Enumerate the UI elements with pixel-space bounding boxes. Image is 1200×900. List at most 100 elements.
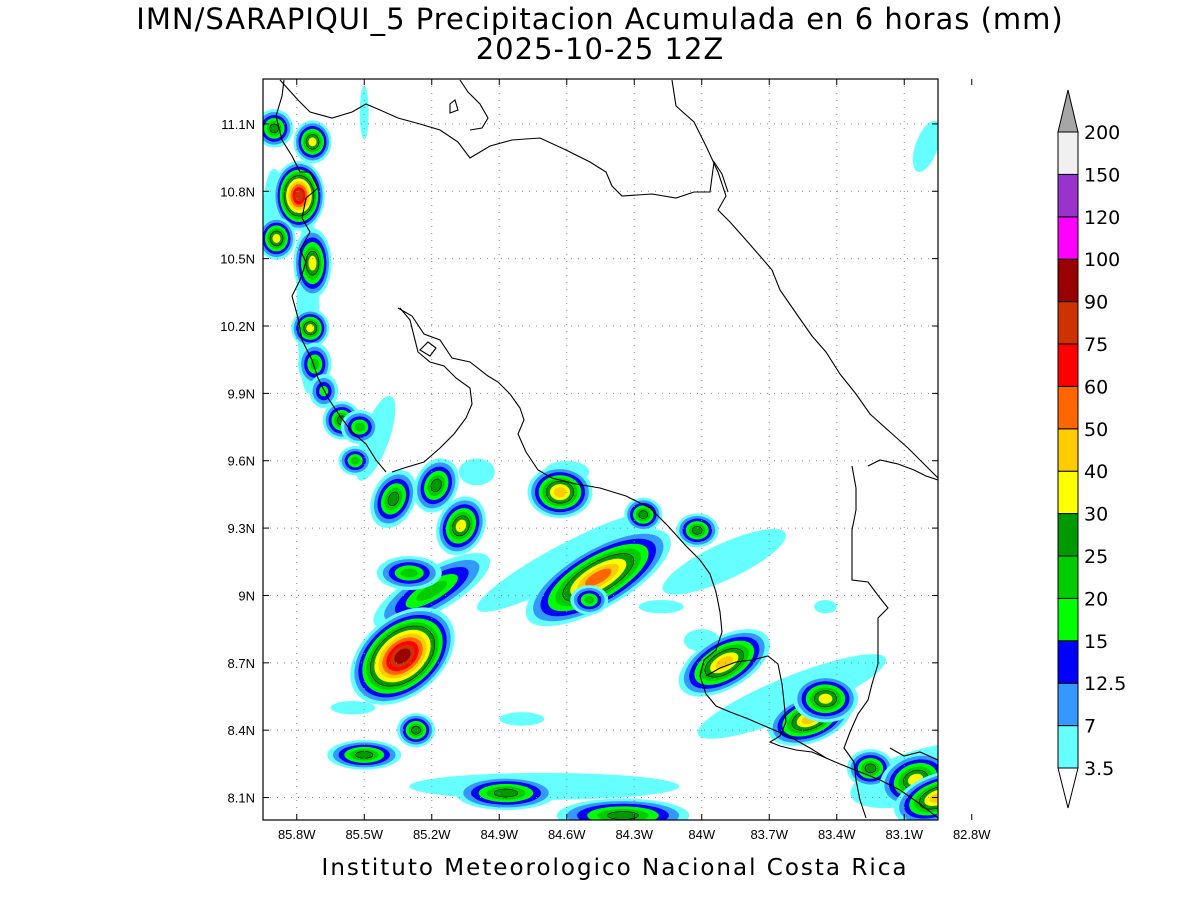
- x-tick-label: 83.4W: [818, 827, 856, 842]
- colorbar-label: 200: [1084, 122, 1120, 144]
- precip-cell: [350, 607, 455, 705]
- caribbean-coast: [671, 79, 938, 479]
- x-tick-label: 85.5W: [345, 827, 383, 842]
- y-tick-label: 9.3N: [228, 521, 255, 536]
- gulf-inner-coast: [397, 307, 938, 819]
- colorbar-max-arrow: [1057, 89, 1079, 133]
- precip-cell: [293, 228, 332, 299]
- y-tick-label: 8.7N: [228, 656, 255, 671]
- colorbar-label: 7: [1084, 716, 1096, 738]
- precip-cell: [436, 496, 486, 556]
- x-tick-label: 82.8W: [953, 827, 991, 842]
- colorbar-segment: [1057, 343, 1079, 387]
- colorbar-segment: [1057, 258, 1079, 303]
- colorbar-label: 20: [1084, 588, 1108, 610]
- footer-credit: Instituto Meteorologico Nacional Costa R…: [321, 855, 909, 881]
- y-tick-label: 11.1N: [221, 117, 255, 132]
- precip-cell: [397, 713, 435, 748]
- y-tick-label: 9.6N: [228, 454, 255, 469]
- precip-cell: [570, 585, 609, 615]
- y-tick-label: 9.9N: [228, 386, 255, 401]
- colorbar-label: 50: [1084, 419, 1108, 441]
- x-tick-label: 84.9W: [480, 827, 518, 842]
- panama-coast: [867, 459, 938, 481]
- precip-band-light: [662, 528, 786, 595]
- precip-cell: [793, 675, 858, 723]
- precip-cell: [327, 740, 402, 770]
- precip-cell: [291, 309, 330, 348]
- colorbar-segment: [1057, 555, 1079, 599]
- precip-cell: [847, 749, 894, 788]
- lake-arenal: [419, 341, 437, 357]
- colorbar-segment: [1057, 597, 1079, 642]
- precip-band-light: [814, 599, 837, 614]
- colorbar-segment: [1057, 682, 1079, 727]
- colorbar-label: 12.5: [1084, 673, 1126, 695]
- x-tick-label: 85.2W: [413, 827, 451, 842]
- colorbar-label: 25: [1084, 546, 1108, 568]
- precip-band-light: [961, 113, 984, 135]
- colorbar-label: 90: [1084, 292, 1108, 314]
- colorbar-segment: [1057, 301, 1079, 345]
- nicoya-and-pacific-coast: [275, 79, 387, 473]
- y-tick-label: 8.1N: [228, 791, 255, 806]
- colorbar-segment: [1057, 428, 1079, 472]
- precip-cell: [263, 216, 296, 260]
- nicaragua-coast-north: [279, 79, 729, 199]
- precip-cell: [556, 798, 690, 820]
- x-tick-label: 83.7W: [750, 827, 788, 842]
- precip-cell: [527, 466, 593, 519]
- precip-band-light: [458, 458, 495, 486]
- colorbar-label: 100: [1084, 249, 1120, 271]
- gulf-of-nicoya: [391, 307, 473, 473]
- colorbar-label: 30: [1084, 504, 1108, 526]
- y-tick-label: 10.2N: [220, 319, 255, 334]
- precip-cell: [413, 458, 459, 513]
- precip-cell: [263, 109, 294, 148]
- precip-cell: [273, 160, 325, 231]
- x-tick-label: 83.1W: [885, 827, 923, 842]
- colorbar-segment: [1057, 131, 1079, 175]
- colorbar-min-arrow: [1057, 767, 1079, 809]
- x-tick-label: 84.6W: [548, 827, 586, 842]
- precip-cell: [370, 469, 417, 528]
- colorbar-label: 60: [1084, 376, 1108, 398]
- precip-cell: [293, 120, 332, 164]
- colorbar-segment: [1057, 173, 1079, 218]
- colorbar-label: 15: [1084, 631, 1108, 653]
- precip-cell: [676, 513, 719, 548]
- coast-east: [889, 747, 938, 761]
- colorbar-label: 3.5: [1084, 758, 1114, 780]
- x-tick-label: 84W: [688, 827, 715, 842]
- precip-cell: [340, 410, 379, 445]
- y-tick-label: 10.5N: [220, 252, 255, 267]
- colorbar-legend: 3.5 7 12.5 15 20 25 30 40 50 60 75 90 100 120 150 200: [1057, 89, 1126, 809]
- precip-cell: [376, 556, 442, 590]
- chart-title: IMN/SARAPIQUI_5 Precipitacion Acumulada …: [136, 2, 1064, 36]
- colorbar-segment: [1057, 216, 1079, 260]
- y-tick-label: 8.4N: [228, 723, 255, 738]
- colorbar-segment: [1057, 385, 1079, 430]
- colorbar-label: 40: [1084, 461, 1108, 483]
- x-axis: 85.8W 85.5W 85.2W 84.9W 84.6W 84.3W 84W 83.7W 83…: [278, 79, 991, 842]
- colorbar-label: 120: [1084, 207, 1120, 229]
- precip-band-light: [912, 120, 938, 172]
- coastlines: [275, 79, 938, 819]
- precip-band-light: [499, 712, 545, 726]
- y-tick-label: 9N: [238, 588, 255, 603]
- precip-cell: [624, 497, 663, 532]
- chart-subtitle-date: 2025-10-25 12Z: [475, 32, 725, 66]
- panama-border: [843, 465, 889, 819]
- map-frame: [262, 78, 939, 821]
- precip-band-light: [359, 85, 369, 140]
- x-tick-label: 84.3W: [615, 827, 653, 842]
- y-tick-label: 10.8N: [220, 184, 255, 199]
- gridlines: [263, 79, 938, 820]
- colorbar-segment: [1057, 513, 1079, 557]
- island: [449, 99, 459, 114]
- colorbar-label: 150: [1084, 164, 1120, 186]
- lake-nicaragua-shore: [459, 79, 489, 131]
- x-tick-label: 85.8W: [278, 827, 316, 842]
- precip-cell: [338, 445, 372, 476]
